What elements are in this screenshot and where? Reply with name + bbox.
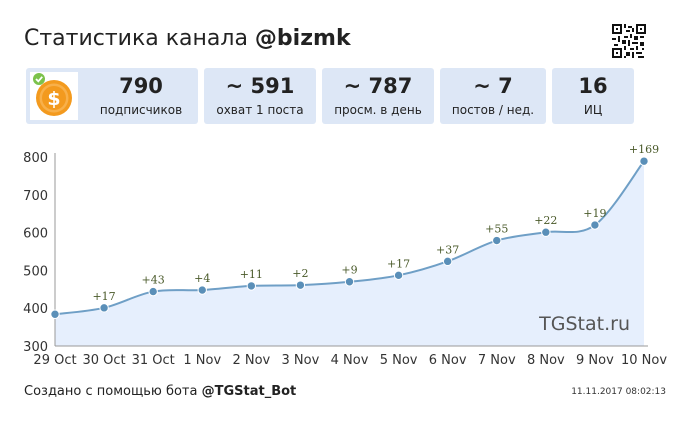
data-label: +11: [240, 268, 263, 281]
stat-label: просм. в день: [334, 103, 422, 117]
stat-value: 16: [578, 74, 608, 98]
x-tick-label: 4 Nov: [331, 353, 369, 368]
check-badge-icon: [33, 73, 45, 85]
data-point: [442, 256, 453, 267]
qr-code-icon: [612, 24, 646, 58]
data-label: +55: [485, 223, 508, 236]
x-tick-label: 5 Nov: [380, 353, 418, 368]
data-label: +22: [534, 214, 557, 227]
footer-text: Создано с помощью бота: [24, 384, 198, 399]
data-point: [639, 156, 649, 166]
stat-card-subscribers: $ 790 подписчиков: [26, 68, 198, 124]
x-tick-label: 1 Nov: [183, 353, 221, 368]
stat-label: ИЦ: [583, 103, 603, 117]
y-tick-label: 400: [23, 302, 48, 317]
data-point: [590, 220, 600, 230]
x-tick-label: 31 Oct: [132, 353, 175, 368]
data-point: [492, 235, 502, 246]
x-tick-label: 7 Nov: [478, 353, 516, 368]
x-tick-label: 6 Nov: [429, 353, 467, 368]
stat-label: охват 1 поста: [216, 103, 304, 117]
data-point: [393, 270, 404, 281]
bot-link[interactable]: @TGStat_Bot: [201, 384, 297, 399]
data-point: [50, 309, 60, 319]
data-label: +4: [194, 272, 210, 285]
data-label: +37: [436, 243, 459, 256]
y-tick-label: 700: [23, 189, 48, 204]
y-tick-label: 500: [23, 264, 48, 279]
stat-card-posts-per-week: ~ 7 постов / нед.: [440, 68, 546, 124]
stat-value: ~ 591: [225, 74, 295, 98]
stat-card-reach: ~ 591 охват 1 поста: [204, 68, 316, 124]
page-title: Статистика канала @bizmk: [24, 26, 351, 51]
stat-card-daily-views: ~ 787 просм. в день: [322, 68, 434, 124]
data-point: [99, 303, 109, 313]
stat-value: ~ 787: [343, 74, 413, 98]
data-label: +17: [92, 290, 115, 303]
subscribers-chart: 300 400 500 600 700 800 29 Oct 30 Oct 31 Oct 1 No…: [23, 143, 667, 368]
y-tick-label: 600: [23, 227, 48, 242]
x-tick-label: 10 Nov: [621, 353, 667, 368]
data-point: [148, 286, 158, 297]
x-tick-label: 30 Oct: [83, 353, 126, 368]
watermark-text: TGStat.ru: [538, 313, 630, 335]
timestamp: 11.11.2017 08:02:13: [571, 387, 666, 397]
footer: Создано с помощью бота @TGStat_Bot: [24, 384, 296, 399]
stat-value: 790: [119, 74, 163, 98]
stat-label: постов / нед.: [451, 103, 535, 117]
y-tick-label: 800: [23, 151, 48, 166]
data-point: [295, 280, 306, 290]
data-label: +169: [629, 143, 659, 156]
svg-text:$: $: [47, 88, 60, 110]
data-point: [246, 281, 257, 291]
data-point: [197, 285, 207, 295]
x-tick-label: 9 Nov: [576, 353, 614, 368]
x-tick-label: 8 Nov: [527, 353, 565, 368]
data-label: +17: [387, 257, 410, 270]
title-prefix: Статистика канала: [24, 26, 248, 51]
stat-card-citation-index: 16 ИЦ: [552, 68, 634, 124]
series-area: [55, 161, 644, 346]
data-label: +2: [292, 267, 308, 280]
data-label: +19: [583, 207, 606, 220]
data-point: [541, 227, 551, 237]
data-label: +9: [341, 264, 357, 277]
x-tick-label: 29 Oct: [33, 353, 76, 368]
y-tick-label: 300: [23, 340, 48, 355]
dollar-coin-icon: $: [30, 72, 78, 120]
x-tick-label: 2 Nov: [232, 353, 270, 368]
channel-handle: @bizmk: [254, 26, 351, 51]
x-tick-label: 3 Nov: [282, 353, 320, 368]
stats-bar: $ 790 подписчиков ~ 591 охват 1 поста ~ …: [26, 68, 634, 124]
data-label: +43: [142, 274, 165, 287]
stat-label: подписчиков: [99, 103, 183, 117]
stat-value: ~ 7: [473, 74, 513, 98]
data-point: [344, 277, 355, 287]
